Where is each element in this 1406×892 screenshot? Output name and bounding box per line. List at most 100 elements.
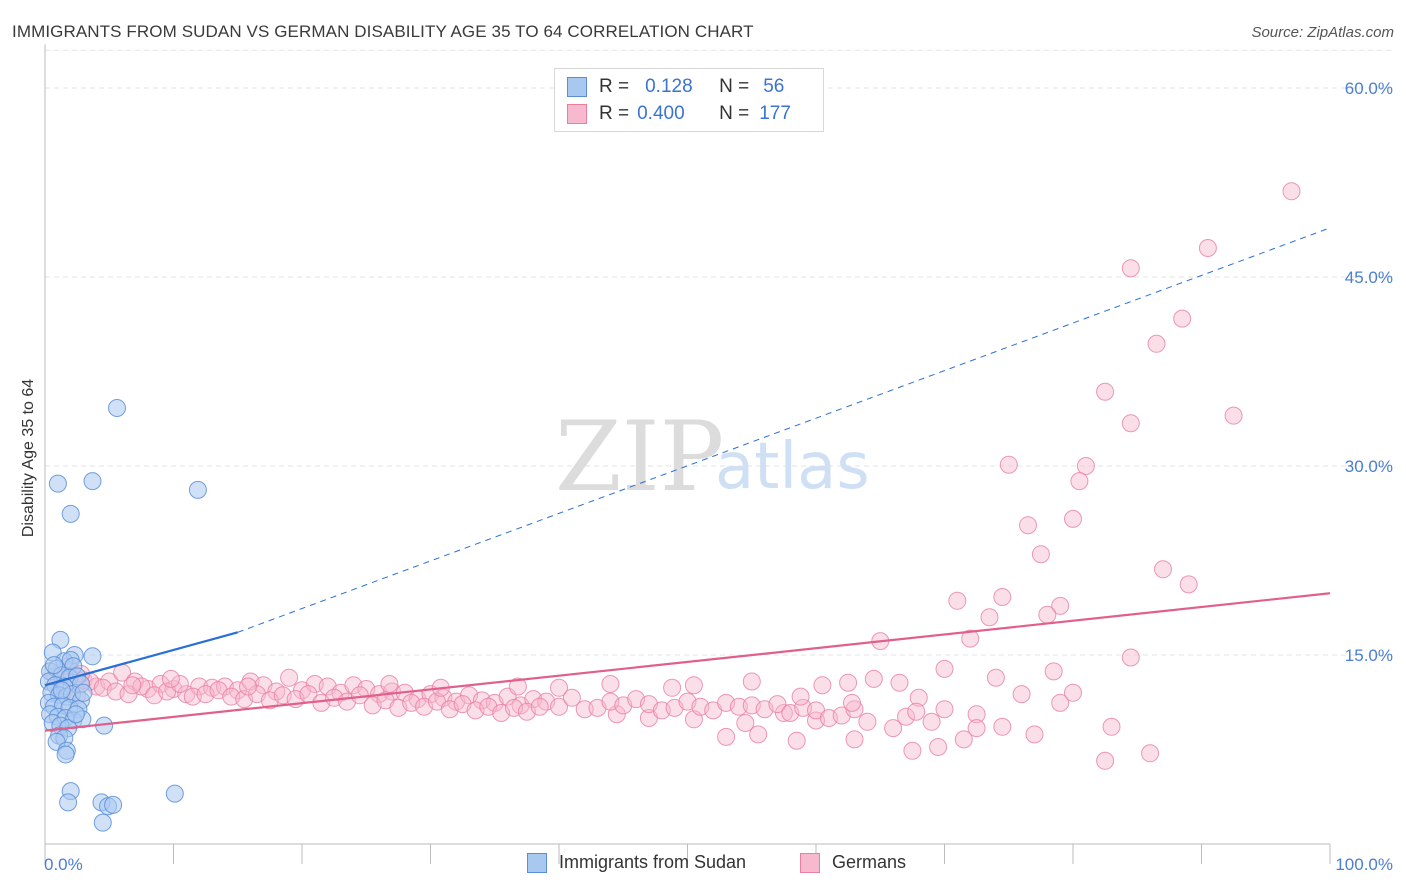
sudan-point [74, 683, 93, 702]
german-point [736, 714, 755, 732]
german-point [1224, 406, 1243, 425]
legend-n-value: 177 [759, 103, 791, 124]
x-tick-label-max: 100.0% [1335, 855, 1393, 874]
german-point [813, 676, 832, 695]
german-point [935, 700, 954, 719]
sudan-point [93, 813, 112, 832]
german-point [890, 673, 909, 692]
legend-n-label: N = [719, 103, 750, 124]
german-point [1154, 560, 1172, 579]
x-tick-label-min: 0.0% [44, 855, 83, 874]
german-point [903, 741, 922, 760]
german-point [1064, 683, 1082, 702]
german-point [749, 725, 768, 744]
german-point [380, 675, 399, 693]
german-point [993, 717, 1012, 736]
legend-row-germans: R = 0.400 N = 177 [567, 102, 791, 126]
sudan-legend-swatch [527, 852, 547, 873]
german-point [1173, 309, 1192, 328]
sudan-point [83, 472, 102, 491]
sudan-point [165, 784, 184, 803]
german-point [768, 695, 787, 714]
german-point [132, 677, 151, 696]
legend-n-value: 56 [763, 76, 785, 97]
german-point [663, 678, 682, 697]
german-point [897, 707, 915, 726]
legend-r-value: 0.400 [637, 103, 685, 124]
german-point [929, 738, 948, 756]
german-point [954, 730, 973, 749]
sudan-point [108, 399, 126, 417]
german-point [1070, 472, 1089, 491]
sudan-trend-extension [237, 227, 1331, 633]
german-point [684, 676, 703, 695]
german-point [864, 669, 883, 688]
sudan-points [39, 399, 207, 832]
german-point [1121, 259, 1140, 278]
german-point [1076, 457, 1095, 475]
watermark-zip: ZIP [555, 401, 724, 513]
german-point [1198, 239, 1217, 257]
legend-label-germans: Germans [832, 852, 907, 872]
sudan-point [61, 504, 80, 523]
german-point [1147, 334, 1166, 353]
german-point [787, 731, 806, 750]
german-point [980, 608, 999, 627]
sudan-point [83, 647, 102, 666]
legend-r-label: R = [599, 103, 630, 124]
tick-labels: 15.0% 30.0% 45.0% 60.0% 0.0% 100.0% [44, 79, 1393, 874]
watermark-atlas: atlas [715, 430, 870, 504]
german-point [1051, 596, 1070, 615]
y-tick-label: 45.0% [1345, 268, 1393, 287]
german-point [1096, 751, 1115, 770]
german-point [1019, 516, 1037, 535]
german-point [1025, 725, 1044, 744]
german-point [961, 629, 980, 648]
sudan-point [56, 745, 75, 764]
german-point [967, 719, 986, 738]
legend-item-sudan: Immigrants from Sudan [527, 852, 746, 873]
german-point [1121, 648, 1140, 667]
german-point [948, 591, 967, 610]
german-point [845, 730, 864, 749]
german-point [986, 668, 1005, 687]
german-point [550, 697, 568, 716]
correlation-legend: R = 0.128 N = 56 R = 0.400 N = 177 [554, 68, 824, 132]
german-point [839, 673, 858, 692]
sudan-point [52, 681, 71, 700]
legend-label-sudan: Immigrants from Sudan [559, 852, 747, 872]
german-point [1051, 693, 1070, 712]
series-legend: Immigrants from Sudan Germans [0, 852, 1406, 878]
y-tick-label: 60.0% [1345, 79, 1393, 98]
german-trend-line [44, 592, 1331, 732]
german-point [1038, 605, 1057, 624]
german-point [774, 704, 793, 722]
sudan-point [188, 480, 207, 499]
german-point [742, 672, 761, 691]
german-point [791, 687, 810, 706]
german-point [999, 455, 1018, 474]
sudan-point [66, 705, 85, 724]
german-point [530, 697, 549, 716]
legend-r-label: R = [599, 76, 630, 97]
german-point [909, 688, 928, 707]
german-point [123, 676, 142, 695]
sudan-point [45, 656, 63, 675]
german-point [884, 719, 903, 738]
german-point [1121, 414, 1140, 433]
german-point [717, 727, 736, 746]
legend-n-label: N = [719, 76, 750, 97]
german-point [562, 688, 581, 707]
german-point [575, 700, 594, 719]
german-point [190, 677, 209, 696]
german-point [1064, 509, 1082, 528]
german-point [907, 702, 926, 721]
trend-lines [44, 227, 1331, 732]
german-point [858, 712, 877, 731]
sudan-point [104, 795, 123, 814]
german-point [935, 659, 954, 678]
y-axis-label: Disability Age 35 to 64 [20, 379, 37, 537]
y-tick-label: 30.0% [1345, 457, 1393, 476]
german-point [922, 712, 941, 731]
sudan-point [48, 474, 67, 493]
